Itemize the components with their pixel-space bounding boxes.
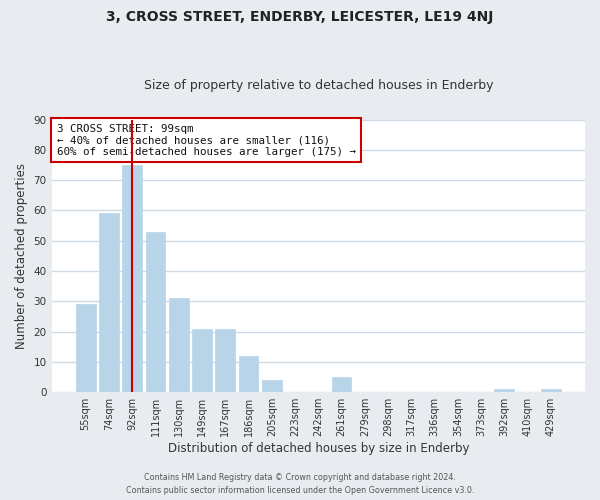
Bar <box>541 389 561 392</box>
Bar <box>146 232 166 392</box>
Text: Contains HM Land Registry data © Crown copyright and database right 2024.
Contai: Contains HM Land Registry data © Crown c… <box>126 474 474 495</box>
Y-axis label: Number of detached properties: Number of detached properties <box>15 163 28 349</box>
X-axis label: Distribution of detached houses by size in Enderby: Distribution of detached houses by size … <box>167 442 469 455</box>
Title: Size of property relative to detached houses in Enderby: Size of property relative to detached ho… <box>143 79 493 92</box>
Text: 3, CROSS STREET, ENDERBY, LEICESTER, LE19 4NJ: 3, CROSS STREET, ENDERBY, LEICESTER, LE1… <box>106 10 494 24</box>
Bar <box>76 304 95 392</box>
Bar <box>99 214 119 392</box>
Text: 3 CROSS STREET: 99sqm
← 40% of detached houses are smaller (116)
60% of semi-det: 3 CROSS STREET: 99sqm ← 40% of detached … <box>57 124 356 157</box>
Bar <box>262 380 281 392</box>
Bar <box>192 328 212 392</box>
Bar <box>332 377 352 392</box>
Bar <box>239 356 259 392</box>
Bar <box>215 328 235 392</box>
Bar <box>494 389 514 392</box>
Bar <box>122 165 142 392</box>
Bar <box>169 298 188 392</box>
